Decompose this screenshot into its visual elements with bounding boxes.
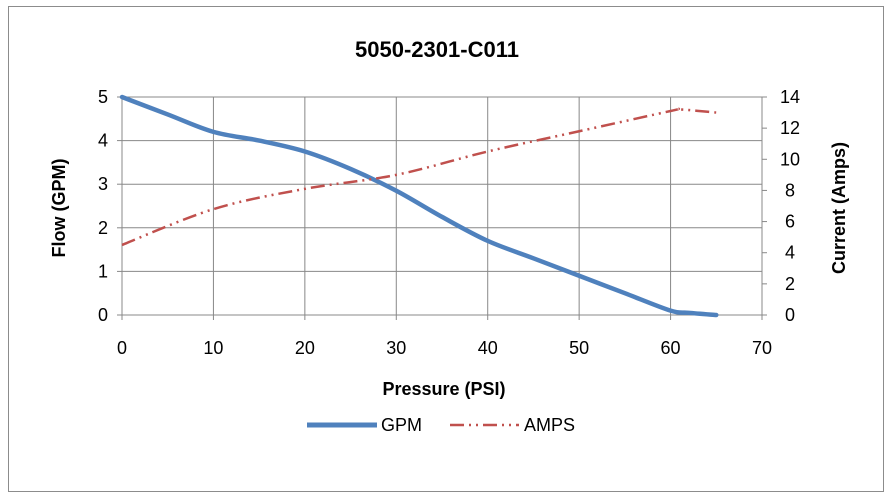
x-tick-label: 30 [386,338,406,358]
legend-amps-label: AMPS [524,415,575,435]
y-tick-label: 0 [98,305,108,325]
y2-tick-label: 8 [785,180,795,200]
y-tick-label: 4 [98,131,108,151]
chart-title: 5050-2301-C011 [355,37,519,62]
y-tick-label: 3 [98,174,108,194]
series-layer [119,94,719,318]
y-tick-label: 5 [98,87,108,107]
legend-gpm-label: GPM [381,415,422,435]
y-tick-label: 2 [98,218,108,238]
series-line-gpm [119,94,719,318]
gridlines [121,96,763,316]
y-tick-label: 1 [98,261,108,281]
y2-tick-label: 12 [780,118,800,138]
axes [117,96,767,320]
x-tick-label: 40 [478,338,498,358]
y2-tick-label: 14 [780,87,800,107]
x-tick-label: 60 [661,338,681,358]
x-tick-label: 20 [295,338,315,358]
x-tick-label: 70 [752,338,772,358]
y2-tick-label: 10 [780,149,800,169]
x-axis-title: Pressure (PSI) [382,379,505,399]
x-tick-label: 10 [203,338,223,358]
chart-frame: 0 10 20 30 40 50 60 70 0 1 2 3 4 5 0 2 4 6 8 10 12 14 5050-23… [8,6,884,492]
y2-tick-label: 6 [785,212,795,232]
x-tick-label: 50 [569,338,589,358]
y2-axis-title: Current (Amps) [829,142,849,274]
series-line-amps [121,107,717,247]
x-tick-label: 0 [117,338,127,358]
legend: GPM AMPS [307,415,575,435]
y2-tick-label: 0 [785,305,795,325]
y2-tick-label: 4 [785,243,795,263]
y2-tick-label: 2 [785,274,795,294]
y-axis-title: Flow (GPM) [49,159,69,258]
